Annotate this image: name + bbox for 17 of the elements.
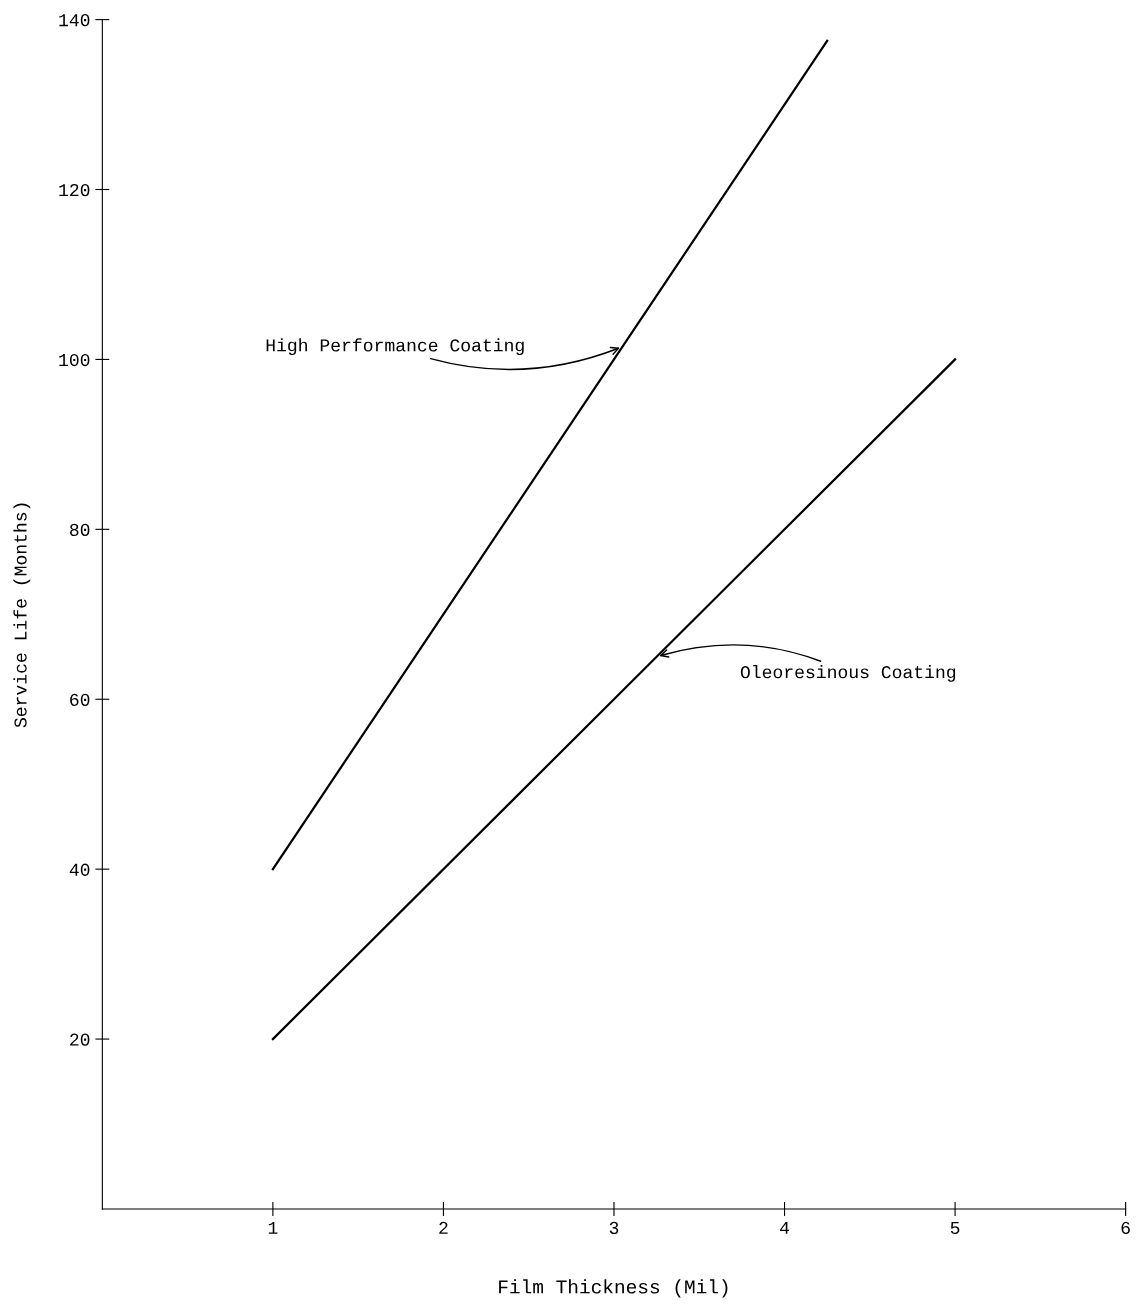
y-tick-label: 140 <box>59 14 90 27</box>
annotation: High Performance Coating <box>266 338 524 356</box>
x-tick-label: 6 <box>1121 1221 1130 1235</box>
y-tick-label: 40 <box>69 863 90 876</box>
y-tick-label: 60 <box>70 693 90 706</box>
x-tick-label: 1 <box>268 1221 278 1234</box>
y-tick-label: 80 <box>70 523 90 537</box>
annotation: Oleoresinous Coating <box>740 665 956 682</box>
y-axis-title: Service Life (Months) <box>13 503 31 728</box>
y-tick-label: 100 <box>59 353 90 367</box>
y-tick-label: 20 <box>70 1033 90 1046</box>
y-tick-label: 120 <box>59 183 90 197</box>
x-tick-label: 2 <box>439 1221 448 1234</box>
x-tick-label: 5 <box>950 1221 960 1235</box>
x-tick-label: 3 <box>609 1221 619 1235</box>
x-tick-label: 4 <box>780 1221 790 1234</box>
x-axis-title: Film Thickness (Mil) <box>499 1279 728 1298</box>
